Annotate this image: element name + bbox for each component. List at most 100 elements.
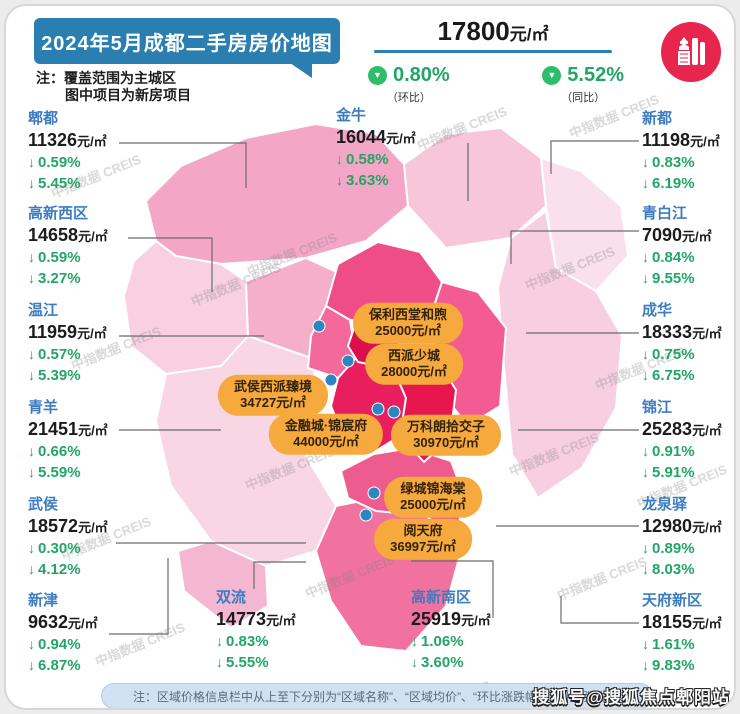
project-price: 34727元/㎡ xyxy=(240,395,306,410)
district-mom-change: ↓ 0.59% xyxy=(28,154,81,171)
district-name: 温江 xyxy=(28,302,59,319)
district-price: 11959元/㎡ xyxy=(28,322,107,342)
city-average-price: 17800元/㎡ xyxy=(374,16,612,53)
district-mom-change: ↓ 1.06% xyxy=(411,633,464,650)
project-name: 阅天府 xyxy=(403,522,443,538)
down-arrow-icon: ↓ xyxy=(642,270,649,286)
connector-lines xyxy=(109,140,639,635)
down-arrow-icon: ↓ xyxy=(642,367,649,383)
project-marker xyxy=(371,402,385,416)
district-name: 新都 xyxy=(642,110,673,127)
down-triangle-icon: ▼ xyxy=(368,66,387,85)
down-arrow-icon: ↓ xyxy=(411,654,418,670)
district-mom-change: ↓ 0.94% xyxy=(28,636,81,653)
district-name: 高新南区 xyxy=(411,589,472,606)
mom-value: 0.80% xyxy=(393,64,450,86)
district-yoy-change: ↓ 6.75% xyxy=(642,367,695,384)
district-info-block: 郫都 11326元/㎡ ↓ 0.59% ↓ 5.45% xyxy=(28,111,107,197)
district-info-block: 高新西区 14658元/㎡ ↓ 0.59% ↓ 3.27% xyxy=(28,206,108,292)
price-underline xyxy=(374,50,612,53)
sohu-watermark: 搜狐号@搜狐焦点郫阳站 xyxy=(532,688,730,707)
district-name: 新津 xyxy=(28,592,59,609)
district-mom-change: ↓ 0.83% xyxy=(642,154,695,171)
down-arrow-icon: ↓ xyxy=(28,154,35,170)
district-name: 龙泉驿 xyxy=(642,496,688,513)
district-mom-change: ↓ 0.83% xyxy=(216,633,269,650)
project-price: 25000元/㎡ xyxy=(400,497,466,512)
district-mom-change: ↓ 0.75% xyxy=(642,346,695,363)
note-prefix: 注： xyxy=(36,70,64,86)
project-price: 30970元/㎡ xyxy=(413,435,479,450)
project-price-label: 西派少城 28000元/㎡ xyxy=(365,343,463,385)
project-name: 武侯西派臻境 xyxy=(233,378,313,394)
footer-note-bar: 注：区域价格信息栏中从上至下分别为“区域名称”、“区域均价”、“环比涨跌幅”和“… xyxy=(101,683,653,708)
district-price: 21451元/㎡ xyxy=(28,419,108,439)
project-price-label: 金融城·锦宸府 44000元/㎡ xyxy=(268,413,384,455)
down-arrow-icon: ↓ xyxy=(28,636,35,652)
district-info-block: 金牛 16044元/㎡ ↓ 0.58% ↓ 3.63% xyxy=(336,108,416,194)
district-yoy-change: ↓ 5.39% xyxy=(28,367,81,384)
down-arrow-icon: ↓ xyxy=(28,346,35,362)
district-info-block: 青白江 7090元/㎡ ↓ 0.84% ↓ 9.55% xyxy=(642,206,712,292)
district-name: 武侯 xyxy=(28,496,59,513)
district-price: 18572元/㎡ xyxy=(28,516,108,536)
district-mom-change: ↓ 1.61% xyxy=(642,636,695,653)
district-name: 成华 xyxy=(642,302,673,319)
brand-logo xyxy=(661,22,721,82)
down-arrow-icon: ↓ xyxy=(642,175,649,191)
down-arrow-icon: ↓ xyxy=(642,443,649,459)
district-price: 16044元/㎡ xyxy=(336,127,416,147)
city-change-stats: ▼ 0.80% （环比） ▼ 5.52% （同比） xyxy=(368,64,624,105)
district-yoy-change: ↓ 6.87% xyxy=(28,657,81,674)
down-arrow-icon: ↓ xyxy=(642,346,649,362)
yoy-stat: ▼ 5.52% （同比） xyxy=(542,64,624,105)
project-price-label: 绿城锦海棠 25000元/㎡ xyxy=(384,476,482,518)
district-yoy-change: ↓ 4.12% xyxy=(28,561,81,578)
district-info-block: 青羊 21451元/㎡ ↓ 0.66% ↓ 5.59% xyxy=(28,400,108,486)
down-arrow-icon: ↓ xyxy=(336,151,343,167)
down-arrow-icon: ↓ xyxy=(28,540,35,556)
district-price: 18155元/㎡ xyxy=(642,612,722,632)
avg-price-unit: 元/㎡ xyxy=(509,25,549,44)
district-info-block: 新都 11198元/㎡ ↓ 0.83% ↓ 6.19% xyxy=(642,111,720,197)
down-arrow-icon: ↓ xyxy=(642,657,649,673)
mom-stat: ▼ 0.80% （环比） xyxy=(368,64,450,105)
district-info-block: 温江 11959元/㎡ ↓ 0.57% ↓ 5.39% xyxy=(28,303,107,389)
district-info-block: 双流 14773元/㎡ ↓ 0.83% ↓ 5.55% xyxy=(216,590,296,676)
project-name: 金融城·锦宸府 xyxy=(284,417,368,433)
down-arrow-icon: ↓ xyxy=(216,654,223,670)
project-marker xyxy=(324,373,338,387)
down-arrow-icon: ↓ xyxy=(642,464,649,480)
district-info-block: 龙泉驿 12980元/㎡ ↓ 0.89% ↓ 8.03% xyxy=(642,497,722,583)
district-yoy-change: ↓ 6.19% xyxy=(642,175,695,192)
district-mom-change: ↓ 0.66% xyxy=(28,443,81,460)
district-price: 11326元/㎡ xyxy=(28,130,107,150)
district-info-block: 武侯 18572元/㎡ ↓ 0.30% ↓ 4.12% xyxy=(28,497,108,583)
district-price: 25283元/㎡ xyxy=(642,419,722,439)
district-yoy-change: ↓ 5.91% xyxy=(642,464,695,481)
district-yoy-change: ↓ 3.27% xyxy=(28,270,81,287)
district-name: 郫都 xyxy=(28,110,59,127)
down-arrow-icon: ↓ xyxy=(642,561,649,577)
down-arrow-icon: ↓ xyxy=(411,633,418,649)
project-price: 36997元/㎡ xyxy=(390,539,456,554)
down-arrow-icon: ↓ xyxy=(216,633,223,649)
project-marker xyxy=(387,405,401,419)
note-line2: 图中项目为新房项目 xyxy=(65,87,191,103)
project-marker xyxy=(312,319,326,333)
district-info-block: 锦江 25283元/㎡ ↓ 0.91% ↓ 5.91% xyxy=(642,400,722,486)
down-arrow-icon: ↓ xyxy=(642,636,649,652)
down-arrow-icon: ↓ xyxy=(642,540,649,556)
project-price-label: 保利西堂和煦 25000元/㎡ xyxy=(352,302,464,344)
district-price: 11198元/㎡ xyxy=(642,130,720,150)
district-yoy-change: ↓ 5.45% xyxy=(28,175,81,192)
project-price: 25000元/㎡ xyxy=(375,323,441,338)
page-title: 2024年5月成都二手房房价地图 xyxy=(34,18,340,78)
district-info-block: 成华 18333元/㎡ ↓ 0.75% ↓ 6.75% xyxy=(642,303,722,389)
down-arrow-icon: ↓ xyxy=(28,270,35,286)
district-yoy-change: ↓ 3.63% xyxy=(336,172,389,189)
project-price-label: 万科朗拾交子 30970元/㎡ xyxy=(390,414,502,456)
down-arrow-icon: ↓ xyxy=(28,657,35,673)
district-info-block: 新津 9632元/㎡ ↓ 0.94% ↓ 6.87% xyxy=(28,593,98,679)
project-marker xyxy=(367,486,381,500)
